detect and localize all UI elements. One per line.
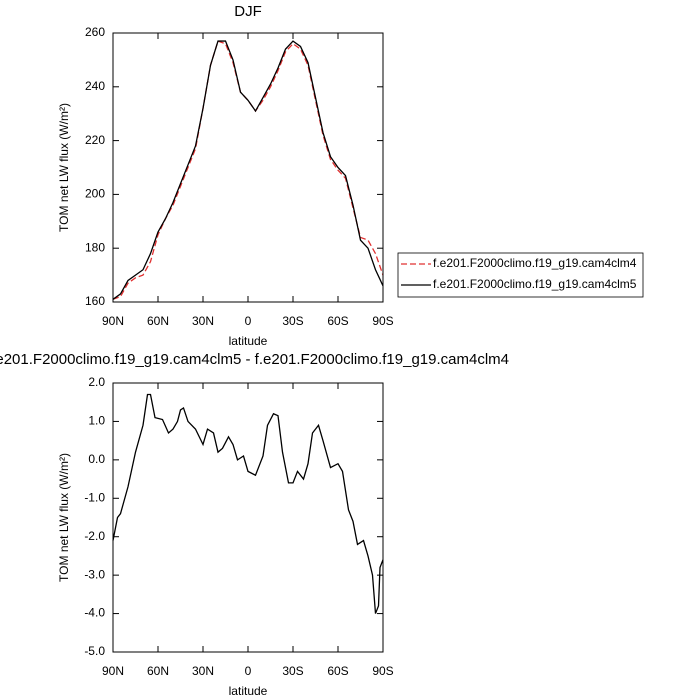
y-tick-label: -1.0	[84, 490, 105, 504]
y-tick-label: 1.0	[88, 414, 105, 428]
y-tick-label: -5.0	[84, 644, 105, 658]
x-tick-label: 60S	[327, 314, 348, 328]
y-tick-label: -4.0	[84, 606, 105, 620]
x-tick-label: 60S	[327, 664, 348, 678]
x-tick-label: 60N	[147, 314, 169, 328]
y-tick-label: -3.0	[84, 567, 105, 581]
x-tick-label: 90N	[102, 664, 124, 678]
legend-box	[397, 252, 644, 298]
y-tick-label: 0.0	[88, 452, 105, 466]
y-tick-label: 160	[85, 294, 105, 308]
x-tick-label: 30N	[192, 664, 214, 678]
x-tick-label: 30S	[282, 314, 303, 328]
y-tick-label: 260	[85, 25, 105, 39]
x-tick-label: 90S	[372, 314, 393, 328]
x-tick-label: 0	[245, 314, 252, 328]
x-tick-label: 30N	[192, 314, 214, 328]
chart-title: DJF	[234, 3, 262, 20]
data-line	[112, 40, 384, 300]
y-axis-label: TOM net LW flux (W/m²)	[57, 453, 71, 582]
plot-frame	[112, 382, 384, 653]
x-tick-label: 0	[245, 664, 252, 678]
x-axis-label: latitude	[229, 684, 268, 698]
x-axis-label: latitude	[229, 334, 268, 348]
data-line	[112, 40, 384, 300]
plot-frame	[112, 32, 384, 303]
y-tick-label: 180	[85, 240, 105, 254]
x-tick-label: 90S	[372, 664, 393, 678]
x-tick-label: 30S	[282, 664, 303, 678]
legend-label: f.e201.F2000climo.f19_g19.cam4clm4	[433, 256, 637, 270]
x-tick-label: 90N	[102, 314, 124, 328]
y-axis-label: TOM net LW flux (W/m²)	[57, 103, 71, 232]
y-tick-label: 220	[85, 133, 105, 147]
chart-title: f.e201.F2000climo.f19_g19.cam4clm5 - f.e…	[0, 351, 509, 368]
data-line	[112, 393, 384, 614]
y-tick-label: 200	[85, 187, 105, 201]
y-tick-label: 2.0	[88, 375, 105, 389]
y-tick-label: -2.0	[84, 529, 105, 543]
legend-label: f.e201.F2000climo.f19_g19.cam4clm5	[433, 277, 637, 291]
y-tick-label: 240	[85, 79, 105, 93]
x-tick-label: 60N	[147, 664, 169, 678]
